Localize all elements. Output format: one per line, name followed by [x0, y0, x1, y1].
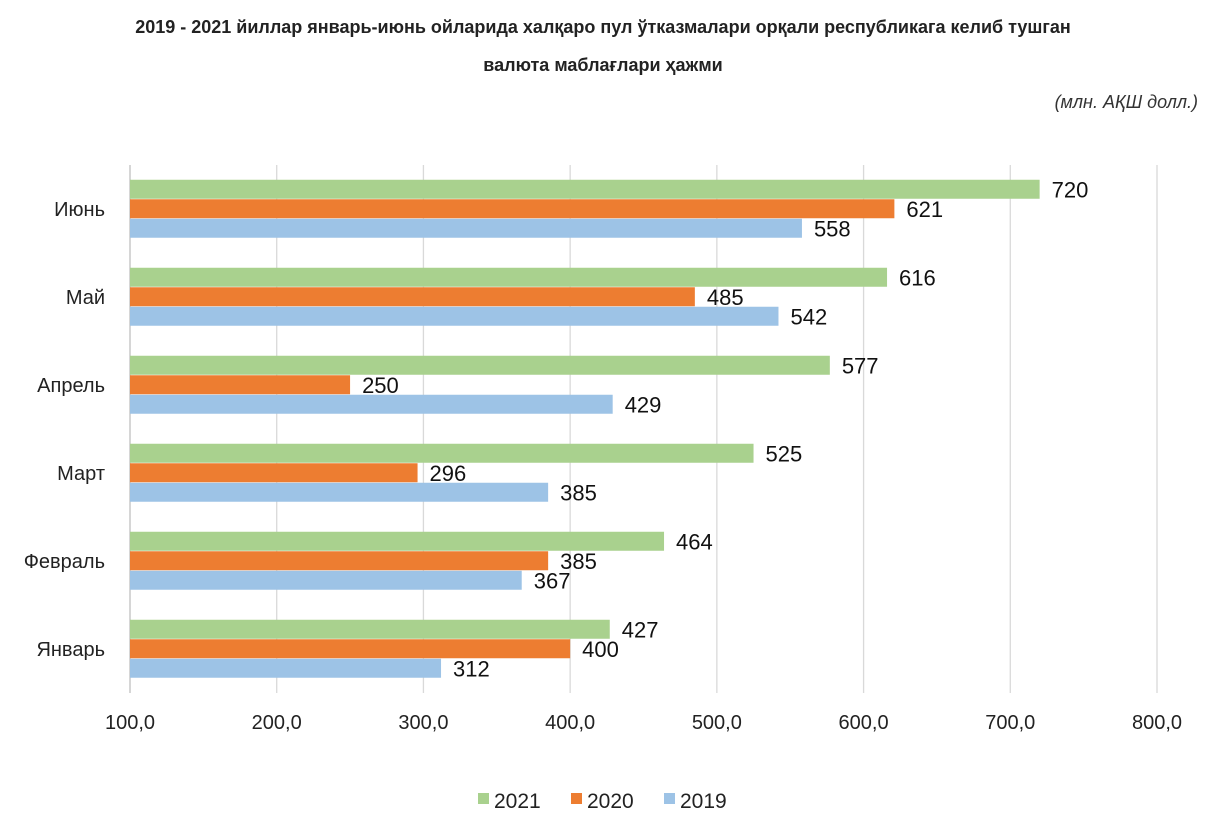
legend-label-2019: 2019 [680, 790, 727, 813]
bar-2021 [130, 619, 610, 639]
bar-2019 [130, 482, 549, 502]
legend-swatch-2019 [664, 793, 675, 804]
data-label-2021: 720 [1052, 178, 1089, 203]
bar-2021 [130, 531, 665, 551]
bar-2021 [130, 355, 830, 375]
bar-2021 [130, 443, 754, 463]
data-label-2020: 385 [560, 549, 597, 574]
chart-title-line2: валюта маблағлари ҳажми [483, 55, 723, 75]
data-label-2021: 427 [622, 618, 659, 643]
bar-2019 [130, 218, 802, 238]
bar-2020 [130, 375, 351, 395]
y-category-label: Февраль [24, 551, 105, 573]
data-label-2019: 542 [790, 305, 827, 330]
data-label-2020: 400 [582, 637, 619, 662]
bar-2019 [130, 570, 522, 590]
y-category-label: Июнь [54, 199, 105, 221]
legend-label-2021: 2021 [494, 790, 541, 813]
x-tick-label: 700,0 [985, 712, 1035, 734]
bar-2020 [130, 639, 571, 659]
bar-2019 [130, 306, 779, 326]
x-tick-label: 100,0 [105, 712, 155, 734]
units-label: (млн. АҚШ долл.) [1054, 92, 1198, 112]
bar-2021 [130, 267, 888, 287]
x-tick-label: 300,0 [398, 712, 448, 734]
data-label-2020: 296 [430, 461, 467, 486]
data-label-2021: 464 [676, 530, 713, 555]
y-category-label: Март [57, 463, 105, 485]
x-tick-label: 800,0 [1132, 712, 1182, 734]
bar-2020 [130, 287, 695, 307]
x-tick-label: 200,0 [252, 712, 302, 734]
y-category-label: Апрель [37, 375, 105, 397]
data-label-2020: 485 [707, 285, 744, 310]
x-tick-label: 400,0 [545, 712, 595, 734]
data-label-2020: 621 [906, 197, 943, 222]
y-category-label: Май [66, 287, 105, 309]
data-label-2021: 577 [842, 354, 879, 379]
x-tick-label: 500,0 [692, 712, 742, 734]
legend-swatch-2020 [571, 793, 582, 804]
x-tick-label: 600,0 [839, 712, 889, 734]
data-label-2020: 250 [362, 373, 399, 398]
bar-2021 [130, 179, 1040, 199]
legend-label-2020: 2020 [587, 790, 634, 813]
legend-swatch-2021 [478, 793, 489, 804]
data-label-2019: 367 [534, 569, 571, 594]
bar-2020 [130, 463, 418, 483]
bar-2020 [130, 199, 895, 219]
bar-2019 [130, 658, 442, 678]
bar-2019 [130, 394, 613, 414]
y-category-label: Январь [36, 639, 105, 661]
data-label-2021: 525 [766, 442, 803, 467]
bar-2020 [130, 551, 549, 571]
data-label-2019: 558 [814, 217, 851, 242]
data-label-2021: 616 [899, 266, 936, 291]
data-label-2019: 312 [453, 657, 490, 682]
chart-title: 2019 - 2021 йиллар январь-июнь ойларида … [0, 8, 1206, 84]
data-label-2019: 429 [625, 393, 662, 418]
chart-title-line1: 2019 - 2021 йиллар январь-июнь ойларида … [135, 17, 1071, 37]
data-label-2019: 385 [560, 481, 597, 506]
